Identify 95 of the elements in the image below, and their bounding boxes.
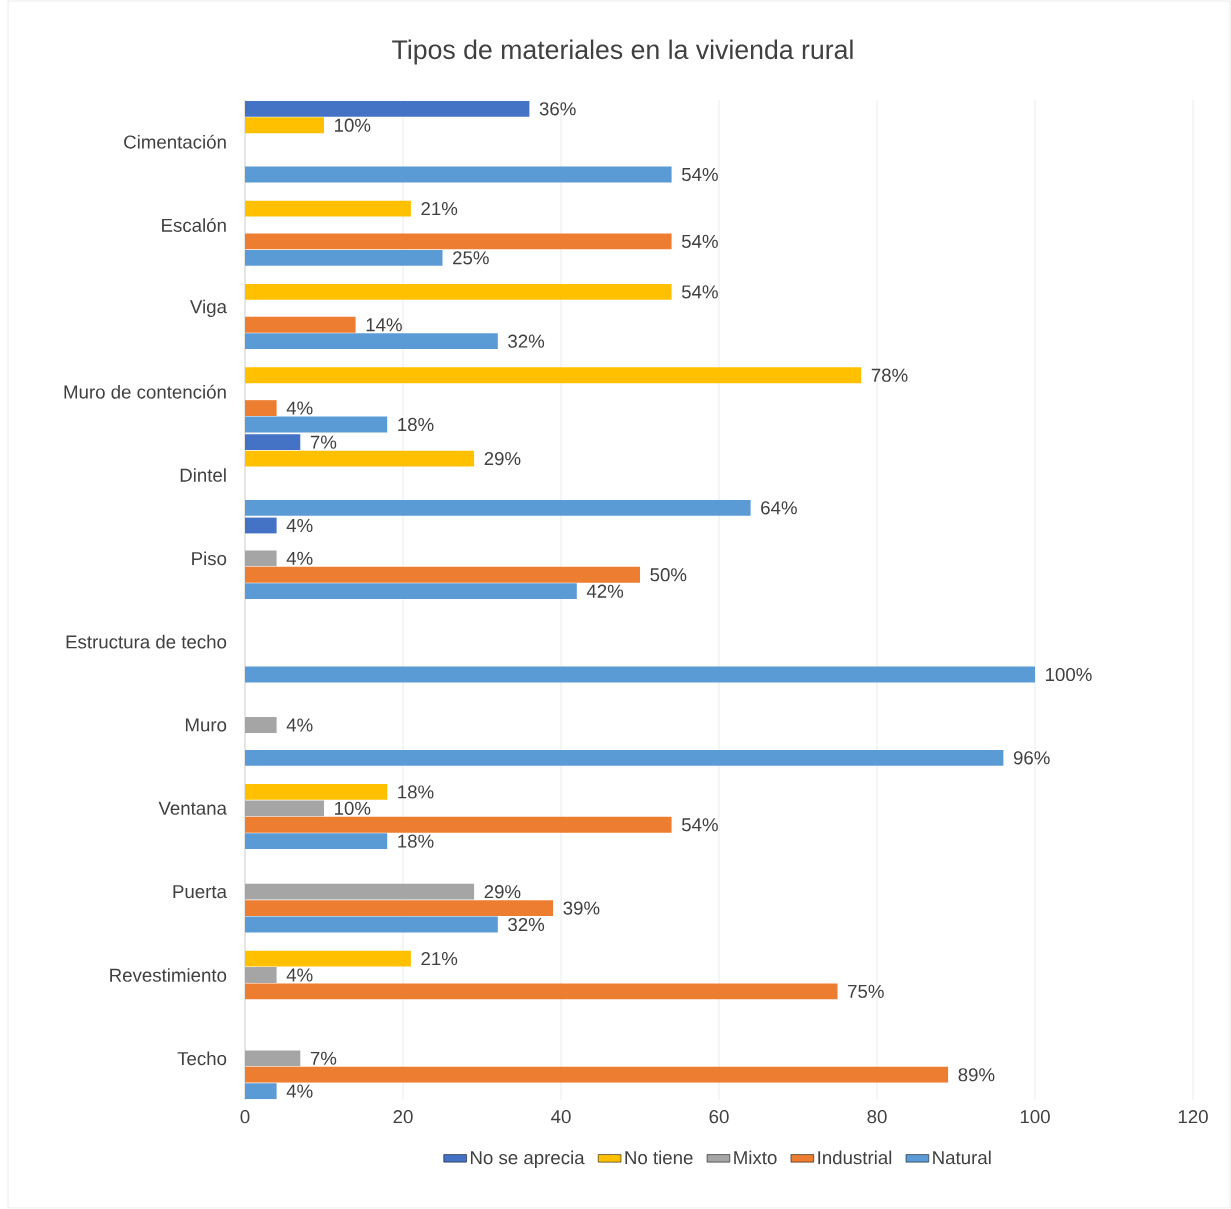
data-label: 21% <box>421 201 458 216</box>
bar <box>245 450 475 467</box>
x-tick-label: 0 <box>240 1110 250 1124</box>
data-label: 50% <box>650 568 687 582</box>
bar <box>245 499 751 516</box>
x-tick-label: 60 <box>709 1110 729 1124</box>
data-label: 96% <box>1013 751 1050 765</box>
bar <box>245 249 443 266</box>
bar <box>245 400 277 416</box>
data-label: 32% <box>508 334 545 348</box>
bar <box>245 1066 949 1083</box>
bar <box>245 800 325 817</box>
data-label: 29% <box>484 885 521 899</box>
bar <box>245 784 388 800</box>
legend-label: No se aprecia <box>470 1150 585 1168</box>
y-tick-label: Viga <box>190 299 227 318</box>
bar <box>245 1083 277 1100</box>
bar <box>245 166 672 183</box>
data-label: 10% <box>335 801 371 815</box>
bar <box>245 900 554 916</box>
bar <box>245 200 411 217</box>
data-label: 18% <box>398 417 434 432</box>
x-tick-label: 80 <box>867 1110 887 1124</box>
bar <box>245 517 277 534</box>
bar <box>245 1050 301 1067</box>
data-label: 89% <box>958 1068 995 1082</box>
data-label: 4% <box>286 718 313 732</box>
bar <box>245 983 838 1000</box>
y-tick-label: Muro de contención <box>64 384 226 399</box>
y-tick-label: Muro <box>185 718 227 732</box>
bar <box>245 550 277 567</box>
y-tick-label: Puerta <box>173 885 227 899</box>
bar <box>245 117 325 134</box>
data-label: 21% <box>421 952 458 966</box>
bar <box>245 416 388 433</box>
bar <box>245 816 672 833</box>
data-label: 18% <box>398 785 434 799</box>
y-tick-label: Dintel <box>180 468 226 482</box>
data-label: 64% <box>761 501 797 515</box>
data-label: 54% <box>681 818 718 832</box>
data-label: 54% <box>681 285 718 299</box>
bar <box>245 749 1004 766</box>
data-label: 7% <box>310 1051 337 1065</box>
legend-label: Industrial <box>818 1150 892 1165</box>
bar <box>245 233 672 250</box>
legend-label: No tiene <box>625 1150 693 1165</box>
x-tick-label: 40 <box>551 1110 571 1124</box>
data-label: 100% <box>1046 667 1092 682</box>
bar <box>245 367 862 384</box>
data-label: 4% <box>286 1084 313 1098</box>
bar <box>245 666 1035 683</box>
bar <box>245 316 356 333</box>
data-label: 14% <box>366 318 402 332</box>
y-tick-label: Piso <box>192 551 227 566</box>
data-label: 18% <box>398 834 434 848</box>
bar <box>245 916 498 933</box>
data-label: 39% <box>563 901 600 915</box>
bar <box>245 284 672 300</box>
bar <box>245 717 277 733</box>
y-tick-label: Cimentación <box>124 134 226 149</box>
bar <box>245 434 301 451</box>
data-label: 75% <box>848 984 884 998</box>
bar <box>245 566 641 583</box>
data-label: 54% <box>681 234 718 248</box>
data-label: 4% <box>286 968 313 982</box>
data-label: 29% <box>484 451 521 466</box>
legend-label: Natural <box>933 1150 991 1165</box>
bar <box>245 583 577 600</box>
data-label: 4% <box>286 518 313 533</box>
data-label: 10% <box>335 118 371 132</box>
y-tick-label: Escalón <box>162 218 226 232</box>
data-label: 7% <box>310 435 337 449</box>
legend-label: Mixto <box>734 1150 777 1165</box>
x-tick-label: 120 <box>1178 1110 1208 1124</box>
bar <box>245 883 475 900</box>
data-label: 78% <box>871 368 908 382</box>
chart-title: Tipos de materiales en la vivienda rural <box>392 39 853 65</box>
y-tick-label: Revestimiento <box>110 968 227 982</box>
data-label: 4% <box>286 401 313 415</box>
bar <box>245 100 530 117</box>
bar <box>245 967 277 983</box>
y-tick-label: Estructura de techo <box>66 634 227 649</box>
bar <box>245 333 498 350</box>
y-tick-label: Ventana <box>158 801 227 815</box>
data-label: 25% <box>453 251 489 265</box>
data-label: 42% <box>586 584 624 598</box>
bar <box>245 950 411 967</box>
x-tick-label: 100 <box>1020 1110 1050 1124</box>
data-label: 32% <box>508 917 545 932</box>
data-label: 54% <box>681 167 718 182</box>
data-label: 4% <box>286 551 313 565</box>
data-label: 36% <box>539 102 576 116</box>
y-tick-label: Techo <box>177 1051 227 1066</box>
x-tick-label: 20 <box>393 1110 413 1124</box>
bar <box>245 833 388 850</box>
